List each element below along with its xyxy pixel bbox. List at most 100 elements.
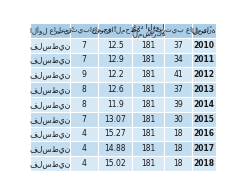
Bar: [98, 53, 132, 67]
Bar: [192, 127, 216, 141]
Bar: [132, 82, 164, 97]
Bar: [164, 112, 192, 127]
Bar: [70, 82, 98, 97]
Text: فلسطين: فلسطين: [30, 70, 71, 79]
Bar: [132, 97, 164, 112]
Bar: [70, 141, 98, 156]
Text: الدرجة المحطة: الدرجة المحطة: [90, 27, 140, 34]
Bar: [98, 127, 132, 141]
Bar: [192, 67, 216, 82]
Bar: [192, 82, 216, 97]
Bar: [30, 82, 70, 97]
Text: 18: 18: [174, 144, 183, 153]
Bar: [30, 141, 70, 156]
Text: 8: 8: [82, 100, 87, 109]
Text: فلسطين: فلسطين: [30, 100, 71, 109]
Text: 2013: 2013: [194, 85, 215, 94]
Bar: [164, 127, 192, 141]
Bar: [70, 156, 98, 171]
Bar: [164, 156, 192, 171]
Bar: [132, 156, 164, 171]
Text: 8: 8: [82, 85, 87, 94]
Bar: [98, 67, 132, 82]
Bar: [164, 23, 192, 38]
Text: 4: 4: [82, 129, 87, 138]
Text: 7: 7: [82, 55, 87, 65]
Text: 15.02: 15.02: [104, 159, 126, 168]
Text: 2017: 2017: [193, 144, 215, 153]
Bar: [30, 67, 70, 82]
Bar: [132, 127, 164, 141]
Text: 11.9: 11.9: [107, 100, 124, 109]
Text: فلسطين: فلسطين: [30, 144, 71, 153]
Bar: [164, 141, 192, 156]
Text: 37: 37: [174, 85, 183, 94]
Bar: [164, 82, 192, 97]
Bar: [30, 97, 70, 112]
Bar: [164, 97, 192, 112]
Bar: [70, 38, 98, 53]
Bar: [70, 67, 98, 82]
Text: عدد الدول
المشاركة: عدد الدول المشاركة: [131, 23, 166, 38]
Text: 2015: 2015: [194, 115, 215, 124]
Text: 181: 181: [141, 144, 156, 153]
Bar: [132, 141, 164, 156]
Bar: [164, 53, 192, 67]
Bar: [164, 38, 192, 53]
Bar: [192, 97, 216, 112]
Bar: [70, 127, 98, 141]
Text: 12.6: 12.6: [107, 85, 124, 94]
Text: 30: 30: [174, 115, 183, 124]
Bar: [70, 112, 98, 127]
Text: 2010: 2010: [194, 41, 215, 50]
Text: 34: 34: [174, 55, 183, 65]
Bar: [30, 127, 70, 141]
Text: السنة: السنة: [192, 27, 216, 34]
Bar: [192, 53, 216, 67]
Text: 41: 41: [174, 70, 183, 79]
Text: فلسطين: فلسطين: [30, 41, 71, 50]
Text: 181: 181: [141, 55, 156, 65]
Text: فلسطين: فلسطين: [30, 55, 71, 65]
Text: 4: 4: [82, 144, 87, 153]
Bar: [132, 23, 164, 38]
Text: فلسطين: فلسطين: [30, 129, 71, 138]
Text: 37: 37: [174, 41, 183, 50]
Text: 181: 181: [141, 159, 156, 168]
Bar: [192, 156, 216, 171]
Text: الأول عربياً: الأول عربياً: [30, 26, 71, 35]
Bar: [192, 23, 216, 38]
Text: فلسطين: فلسطين: [30, 115, 71, 124]
Bar: [30, 112, 70, 127]
Bar: [98, 23, 132, 38]
Bar: [98, 112, 132, 127]
Text: 13.07: 13.07: [104, 115, 126, 124]
Bar: [70, 23, 98, 38]
Text: 12.5: 12.5: [107, 41, 124, 50]
Text: 181: 181: [141, 41, 156, 50]
Text: 7: 7: [82, 115, 87, 124]
Bar: [98, 156, 132, 171]
Text: 181: 181: [141, 85, 156, 94]
Text: فلسطين: فلسطين: [30, 159, 71, 168]
Text: 12.9: 12.9: [107, 55, 124, 65]
Bar: [70, 53, 98, 67]
Bar: [132, 112, 164, 127]
Text: 2012: 2012: [194, 70, 215, 79]
Bar: [192, 141, 216, 156]
Text: فلسطين: فلسطين: [30, 85, 71, 94]
Text: الترتيب عالمياً: الترتيب عالمياً: [148, 26, 209, 34]
Bar: [70, 97, 98, 112]
Bar: [30, 23, 70, 38]
Bar: [164, 67, 192, 82]
Bar: [132, 38, 164, 53]
Text: 15.27: 15.27: [104, 129, 126, 138]
Text: 4: 4: [82, 159, 87, 168]
Text: 2018: 2018: [193, 159, 215, 168]
Bar: [98, 97, 132, 112]
Text: 9: 9: [82, 70, 87, 79]
Bar: [98, 82, 132, 97]
Text: 39: 39: [174, 100, 183, 109]
Text: الترتيب عربياً: الترتيب عربياً: [54, 27, 114, 34]
Text: 18: 18: [174, 129, 183, 138]
